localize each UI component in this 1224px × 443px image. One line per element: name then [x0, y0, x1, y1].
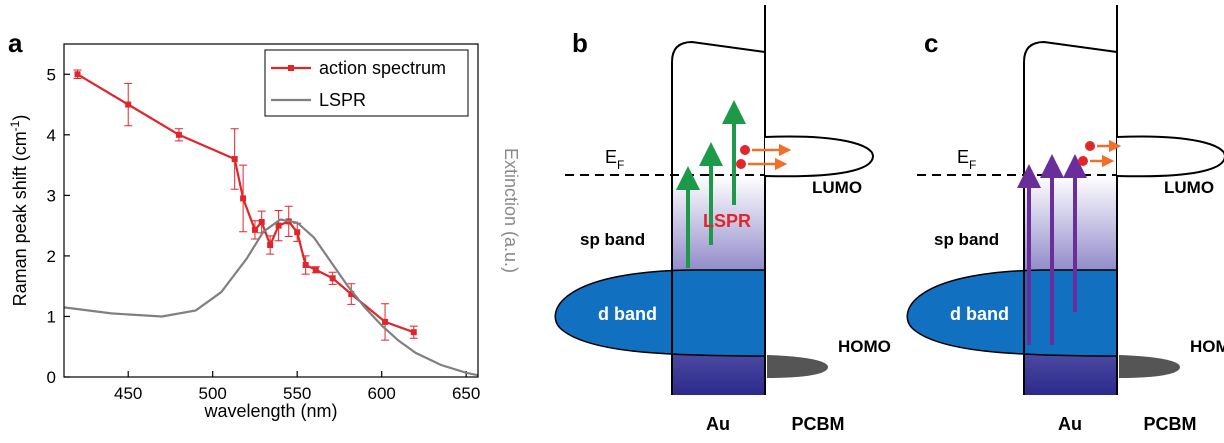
legend-label: LSPR: [319, 90, 366, 110]
d-band: [906, 269, 1118, 357]
legend-label: action spectrum: [319, 58, 446, 78]
electron: [736, 159, 746, 169]
x-tick-label: 550: [283, 384, 311, 403]
metal-label: Au: [1058, 414, 1082, 434]
lumo-label: LUMO: [812, 178, 862, 197]
y-axis-label: Raman peak shift (cm-1): [8, 115, 30, 307]
acceptor-label: PCBM: [1144, 414, 1197, 434]
data-point: [410, 329, 417, 336]
excitation-label: LSPR: [703, 211, 751, 231]
y2-axis-label: Extinction (a.u.): [501, 148, 521, 273]
acceptor-label: PCBM: [792, 414, 845, 434]
data-point: [258, 219, 265, 226]
x-tick-label: 600: [367, 384, 395, 403]
d-band: [554, 269, 766, 357]
data-point: [329, 275, 336, 282]
electron: [740, 145, 750, 155]
lumo-label: LUMO: [1164, 178, 1214, 197]
legend-box: [264, 49, 469, 117]
homo-level: [767, 355, 828, 378]
x-tick-label: 450: [114, 384, 142, 403]
y-tick-label: 3: [47, 186, 56, 205]
data-point: [175, 131, 182, 138]
data-point: [74, 71, 81, 78]
panel-label: b: [572, 28, 588, 58]
electron: [1078, 156, 1088, 166]
data-point: [125, 101, 132, 108]
fermi-main: E: [957, 147, 969, 167]
data-point: [231, 156, 238, 163]
legend-marker: [288, 65, 294, 71]
y-tick-label: 4: [47, 126, 56, 145]
fermi-label: EF: [605, 147, 624, 172]
y-tick-label: 1: [47, 307, 56, 326]
fermi-main: E: [605, 147, 617, 167]
x-tick-label: 500: [199, 384, 227, 403]
electron: [1085, 141, 1095, 151]
y-tick-label: 0: [47, 368, 56, 387]
homo-label: HOMO: [838, 337, 891, 356]
au-outline: [671, 40, 766, 395]
d-band-label: d band: [950, 304, 1009, 324]
sp-band-label: sp band: [934, 230, 999, 249]
data-point: [312, 266, 319, 273]
data-point: [302, 261, 309, 268]
lumo-level: [1116, 135, 1224, 178]
data-point: [240, 195, 247, 202]
data-point: [275, 222, 282, 229]
fermi-sub: F: [617, 158, 624, 172]
series-line: [64, 218, 478, 377]
au-outline: [1023, 40, 1118, 395]
panel-label: c: [924, 28, 938, 58]
panel-label: a: [8, 28, 23, 58]
y-tick-label: 2: [47, 247, 56, 266]
y-label-text: Raman peak shift (cm: [10, 131, 30, 306]
metal-label: Au: [706, 414, 730, 434]
data-point: [267, 242, 274, 249]
y-label-sup: -1: [8, 120, 22, 131]
fermi-label: EF: [957, 147, 976, 172]
data-point: [251, 226, 258, 233]
data-point: [294, 229, 301, 236]
data-point: [348, 291, 355, 298]
d-band-label: d band: [598, 304, 657, 324]
lumo-level: [764, 135, 875, 178]
x-tick-label: 650: [452, 384, 480, 403]
x-axis-label: wavelength (nm): [203, 401, 337, 421]
fermi-sub: F: [969, 158, 976, 172]
y-tick-label: 5: [47, 65, 56, 84]
sp-band-label: sp band: [580, 230, 645, 249]
homo-level: [1119, 355, 1180, 378]
y-label-end: ): [10, 115, 30, 121]
data-point: [382, 318, 389, 325]
plot-frame: [63, 43, 479, 378]
homo-label: HOMO: [1190, 337, 1224, 356]
